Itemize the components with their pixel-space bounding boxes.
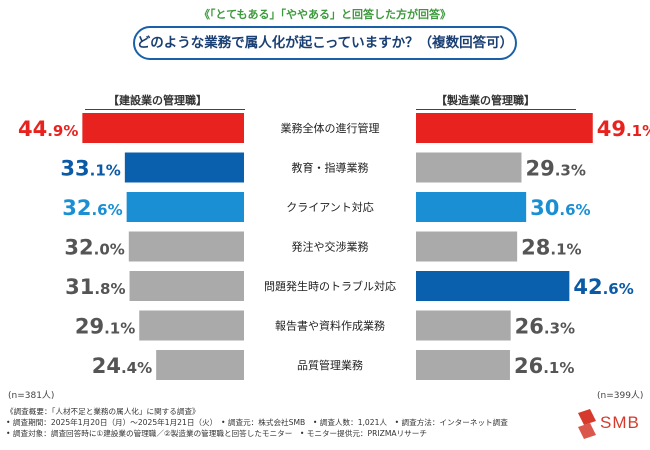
left-sample-size: (n=381人)	[8, 391, 55, 401]
right-bar	[416, 271, 570, 301]
right-value-label: 42.6%	[573, 275, 633, 299]
footer-line-2: • 調査期間：2025年1月20日（月）～2025年1月21日（火） • 調査元…	[6, 418, 508, 427]
left-bar	[156, 350, 244, 380]
right-bar	[416, 192, 527, 222]
left-group-label: 【建設業の管理職】	[108, 94, 207, 107]
top-note: 《「とてもある」「ややある」と回答した方が回答》	[198, 8, 452, 21]
right-sample-size: (n=399人)	[597, 391, 644, 401]
left-bar	[124, 152, 244, 183]
left-value-label: 24.4%	[92, 354, 152, 378]
right-bar	[416, 231, 518, 262]
category-label: 教育・指導業務	[292, 161, 369, 175]
right-group-underline	[416, 109, 576, 110]
left-value-label: 29.1%	[75, 315, 135, 339]
category-label: 問題発生時のトラブル対応	[264, 279, 396, 293]
left-value-label: 44.9%	[18, 117, 78, 141]
right-value-label: 30.6%	[530, 196, 590, 220]
survey-footer: 《調査概要：「人材不足と業務の属人化」に関する調査》 • 調査期間：2025年1…	[6, 406, 508, 439]
left-value-label: 31.8%	[65, 275, 125, 299]
right-bar	[416, 350, 510, 380]
right-bar	[416, 310, 511, 341]
smb-logo-text: SMB	[600, 413, 640, 432]
left-bar	[126, 192, 244, 222]
left-value-label: 32.0%	[64, 236, 124, 260]
left-bar	[128, 231, 244, 262]
question-title: どのような業務で属人化が起こっていますか？（複数回答可）	[133, 26, 517, 60]
category-label: 業務全体の進行管理	[281, 121, 380, 135]
butterfly-chart: 業務全体の進行管理 44.9% 49.1% 教育・指導業務 33.1% 29.3% クライア…	[18, 113, 650, 380]
left-value-label: 33.1%	[60, 157, 120, 181]
left-group-underline	[85, 109, 245, 110]
left-bar	[129, 271, 244, 301]
category-label: クライアント対応	[286, 200, 374, 214]
right-bar	[416, 113, 593, 143]
right-value-label: 26.1%	[514, 354, 574, 378]
footer-line-3: • 調査対象：調査回答時に①建設業の管理職／②製造業の管理職と回答したモニター …	[6, 429, 427, 438]
left-bar	[82, 113, 244, 143]
right-bar	[416, 152, 522, 183]
footer-line-1: 《調査概要：「人材不足と業務の属人化」に関する調査》	[6, 407, 200, 416]
right-value-label: 49.1%	[597, 117, 650, 141]
right-value-label: 28.1%	[521, 236, 581, 260]
category-label: 品質管理業務	[297, 358, 363, 372]
smb-logo-icon	[578, 409, 596, 439]
category-label: 報告書や資料作成業務	[275, 319, 385, 333]
right-value-label: 29.3%	[525, 157, 585, 181]
right-group-label: 【製造業の管理職】	[436, 94, 535, 107]
left-bar	[139, 310, 244, 341]
category-label: 発注や交渉業務	[292, 240, 369, 254]
right-value-label: 26.3%	[515, 315, 575, 339]
left-value-label: 32.6%	[62, 196, 122, 220]
